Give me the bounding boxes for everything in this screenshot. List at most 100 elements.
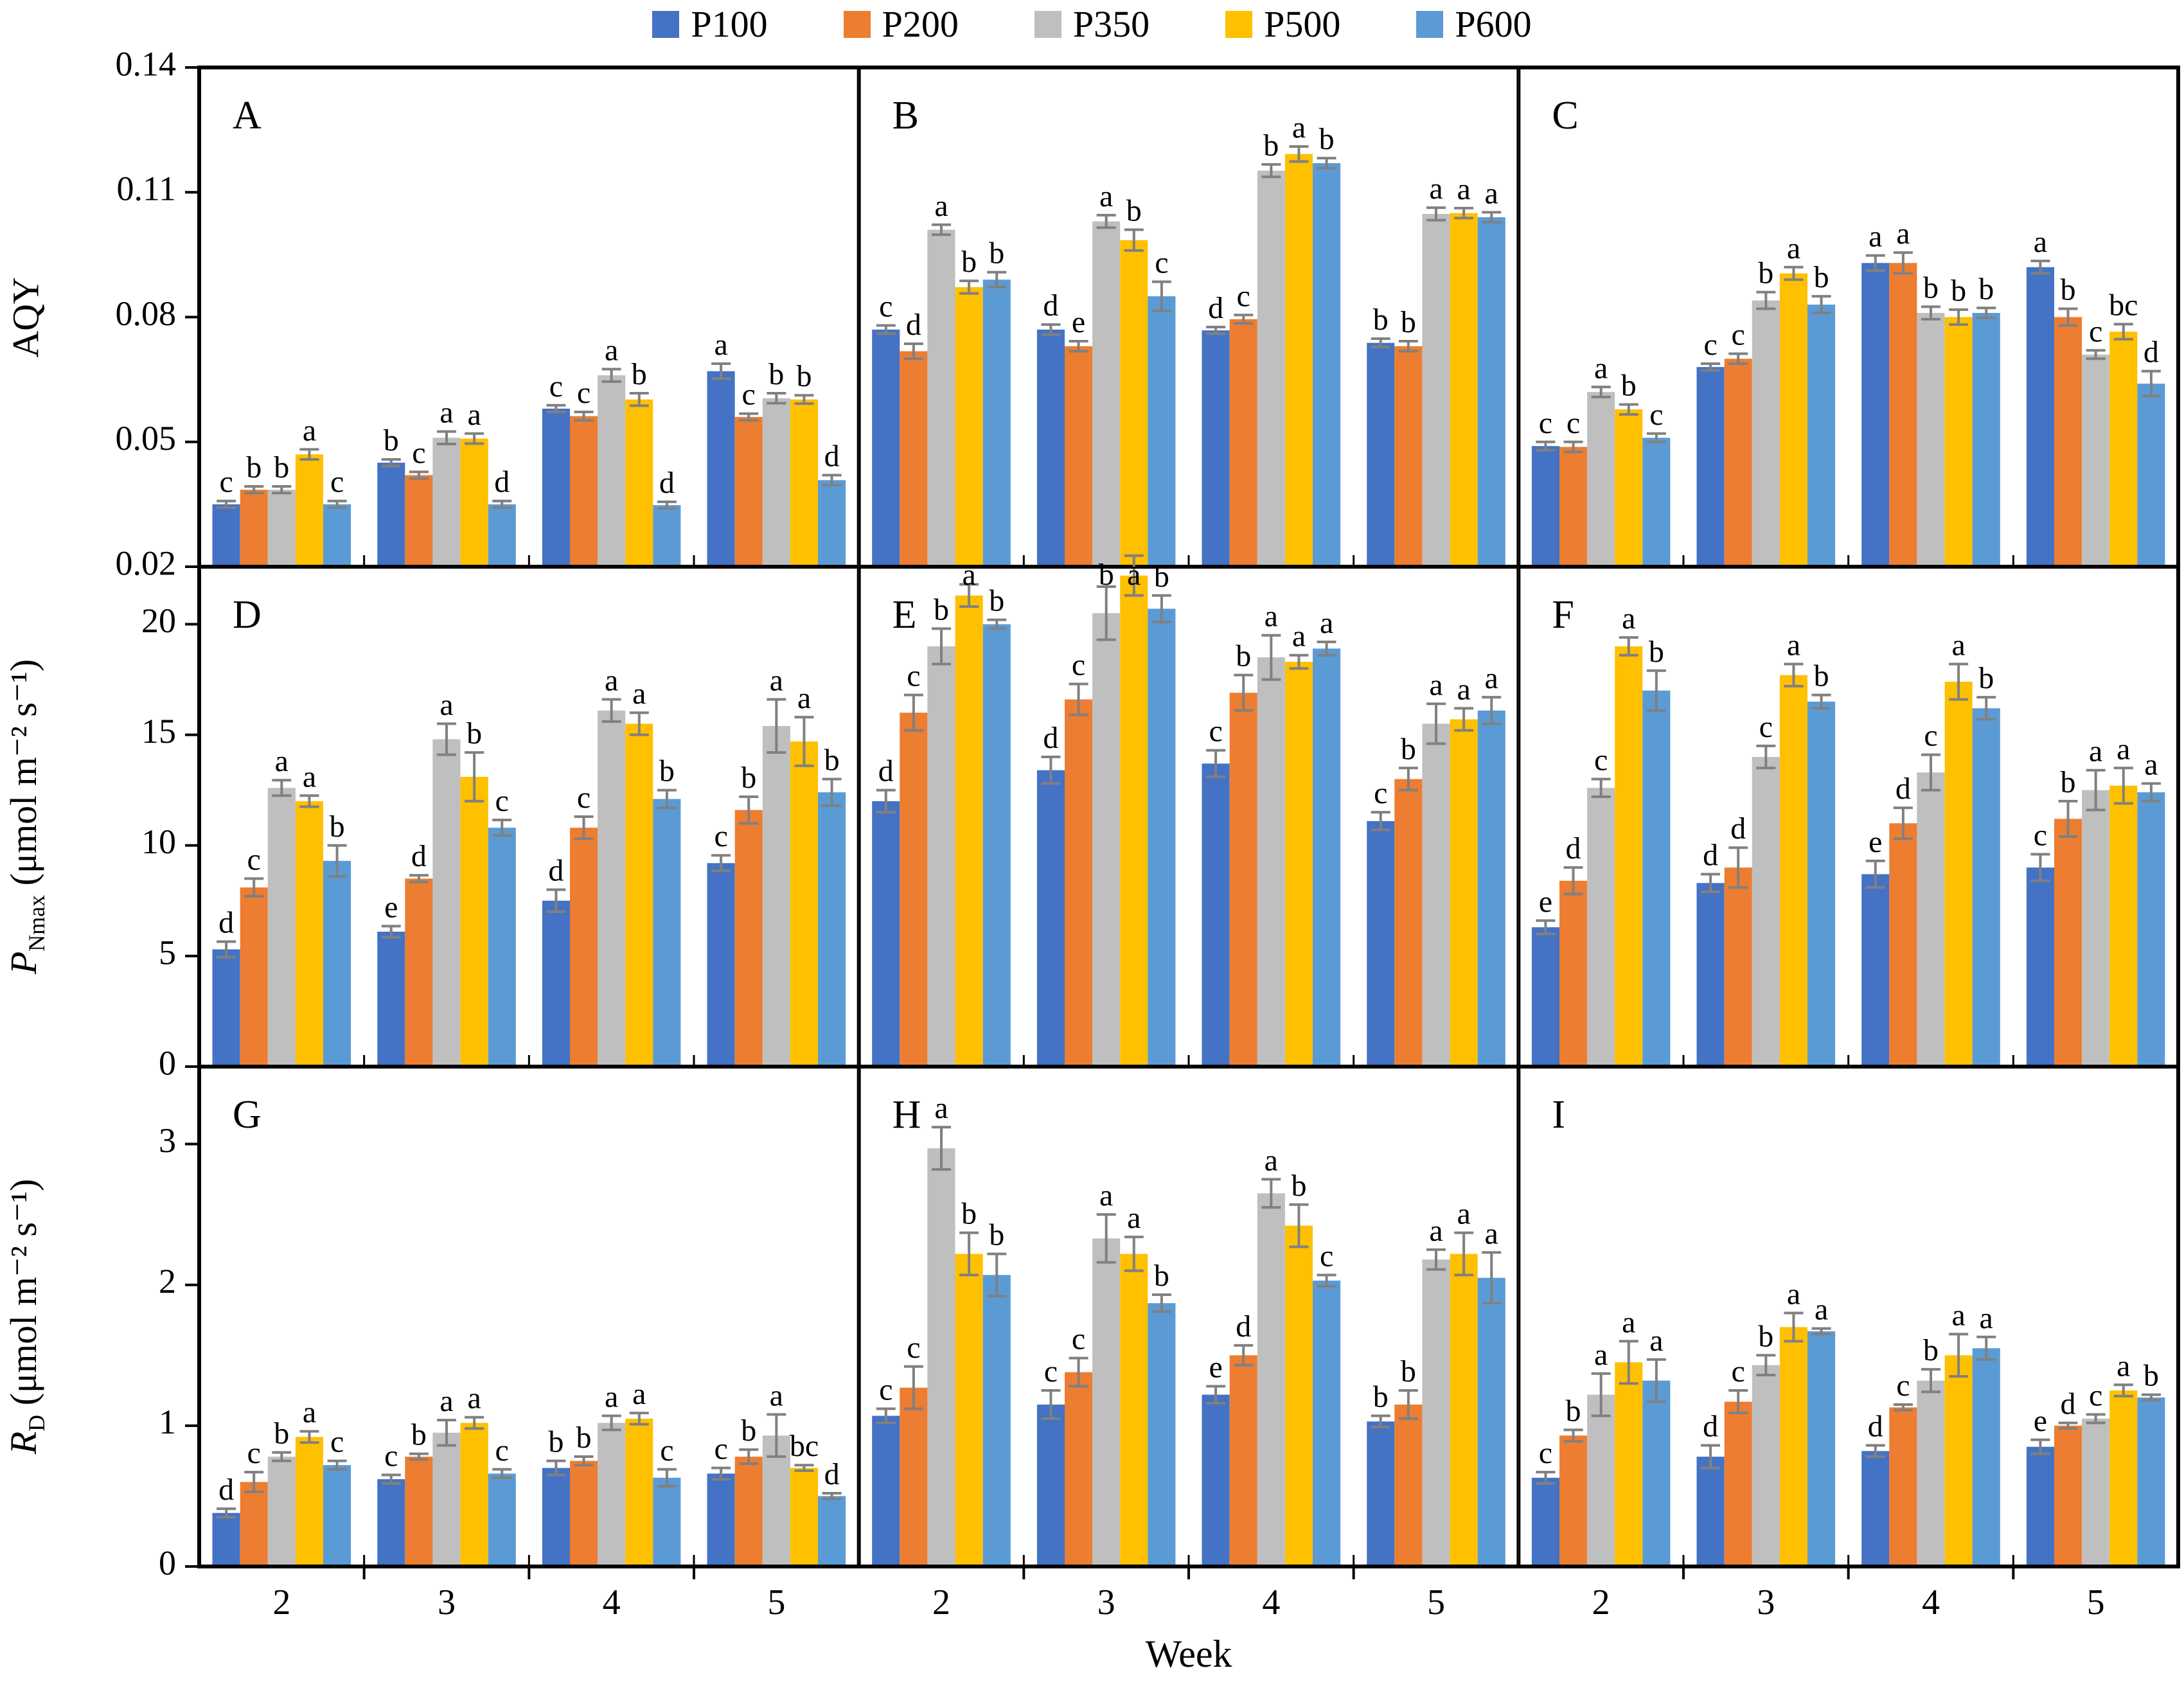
sig-letter: b (1814, 260, 1829, 294)
error-bar (1096, 585, 1116, 641)
sig-letter: b (1649, 635, 1664, 669)
error-bar (1371, 1414, 1390, 1429)
sig-letter: c (714, 1432, 727, 1466)
sig-letter: a (1951, 628, 1965, 662)
error-bar (1289, 1203, 1309, 1248)
x-axis-title: Week (1145, 1633, 1232, 1675)
sig-letter: b (961, 1197, 977, 1231)
error-bar (1811, 693, 1831, 710)
error-bar (1289, 653, 1309, 670)
error-bar (437, 1419, 456, 1447)
legend-swatch-p350 (1034, 10, 1061, 38)
bar-P600 (1313, 648, 1341, 1067)
sig-letter: a (962, 558, 975, 592)
y-tick-label: 5 (159, 933, 176, 972)
sig-letter: c (577, 781, 590, 815)
error-bar (1976, 1335, 1996, 1361)
error-bar (959, 583, 979, 608)
panel-label-C: C (1552, 94, 1578, 138)
sig-letter: a (1099, 1178, 1113, 1212)
sig-letter: a (275, 744, 289, 778)
bar-P200 (900, 713, 928, 1067)
bar-P350 (1917, 313, 1945, 567)
error-bar (601, 368, 621, 383)
bar-P500 (460, 1423, 488, 1566)
bar-P600 (1477, 710, 1505, 1067)
bar-P500 (625, 723, 653, 1067)
sig-letter: a (2117, 1349, 2130, 1383)
error-bar (1234, 673, 1254, 712)
sig-letter: b (548, 1425, 564, 1459)
sig-letter: a (1265, 1143, 1278, 1177)
error-bar (327, 844, 347, 878)
bar-P500 (790, 399, 818, 567)
bar-P100 (1531, 1477, 1559, 1566)
bar-P100 (1202, 1394, 1230, 1566)
bar-P350 (1587, 1394, 1615, 1566)
error-bar (739, 1448, 759, 1466)
bar-P500 (1450, 1254, 1478, 1566)
bar-P200 (2054, 1425, 2082, 1566)
y-tick-label: 0.05 (116, 419, 177, 457)
sig-letter: b (1951, 274, 1966, 308)
error-bar (327, 1459, 347, 1471)
sig-letter: b (411, 1418, 427, 1452)
error-bar (1865, 859, 1885, 889)
bar-P600 (1313, 163, 1341, 567)
error-bar (629, 391, 649, 407)
sig-letter: a (1292, 111, 1306, 145)
error-bar (2058, 799, 2078, 838)
error-bar (2141, 1393, 2161, 1402)
sig-letter: a (1896, 217, 1910, 251)
bar-P350 (1917, 772, 1945, 1067)
error-bar (1041, 323, 1061, 336)
legend-item-p200: P200 (843, 3, 959, 46)
error-bar (1206, 1385, 1226, 1405)
sig-letter: b (1978, 272, 1994, 306)
bar-P200 (1394, 346, 1423, 567)
sig-letter: a (1787, 628, 1800, 662)
sig-letter: c (1732, 1354, 1745, 1389)
sig-letter: c (1567, 406, 1580, 440)
sig-letter: c (330, 1425, 344, 1459)
error-bar (959, 280, 979, 295)
error-bar (987, 271, 1007, 288)
bar-P600 (1148, 1303, 1176, 1566)
error-bar (1206, 326, 1226, 335)
sig-letter: b (632, 357, 647, 391)
sig-letter: a (605, 664, 618, 698)
error-bar (1619, 636, 1638, 657)
bar-P500 (295, 454, 323, 567)
sig-letter: b (1758, 1319, 1773, 1353)
bar-P100 (707, 371, 735, 567)
error-bar (822, 1492, 842, 1500)
sig-letter: b (797, 359, 812, 393)
bar-P350 (1587, 788, 1615, 1067)
error-bar (465, 1415, 484, 1430)
bar-P100 (1367, 821, 1395, 1067)
y-tick-label: 0.14 (116, 44, 177, 83)
legend-item-p500: P500 (1225, 3, 1340, 46)
x-tick-label: 5 (767, 1583, 786, 1622)
panel-label-I: I (1552, 1093, 1565, 1137)
sig-letter: a (1265, 599, 1278, 634)
sig-letter: a (1320, 606, 1333, 640)
bar-P350 (432, 739, 461, 1067)
error-bar (2141, 782, 2161, 803)
sig-letter: b (989, 1218, 1004, 1252)
bar-P500 (1284, 1225, 1313, 1566)
bar-P500 (1450, 719, 1478, 1067)
error-bar (1976, 696, 1996, 721)
legend-label-p350: P350 (1072, 3, 1150, 45)
error-bar (903, 693, 923, 732)
error-bar (1701, 873, 1721, 894)
error-bar (1317, 1273, 1336, 1288)
bar-P200 (405, 1457, 433, 1566)
error-bar (1591, 777, 1611, 799)
sig-letter: c (1703, 328, 1717, 362)
error-bar (1151, 280, 1171, 312)
error-bar (1454, 206, 1474, 220)
sig-letter: b (1126, 194, 1142, 228)
sig-letter: c (219, 465, 233, 499)
